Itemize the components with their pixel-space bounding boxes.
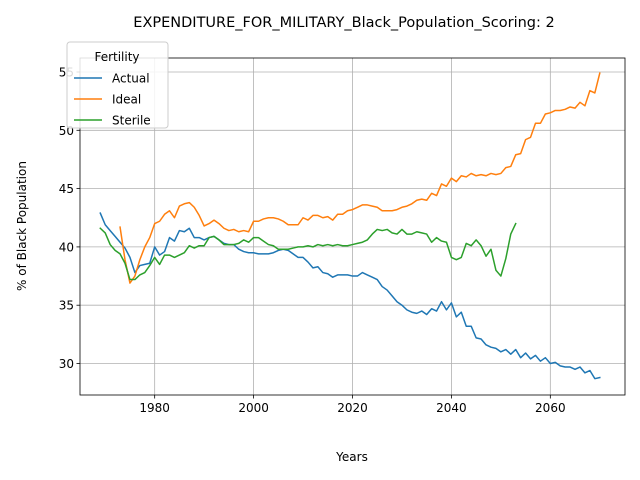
- series-lines: [100, 73, 600, 379]
- y-tick-label: 40: [59, 240, 74, 254]
- x-tick-label: 2000: [238, 401, 269, 415]
- legend: Fertility Actual Ideal Sterile: [67, 42, 168, 128]
- x-tick-label: 2020: [337, 401, 368, 415]
- y-axis-label: % of Black Population: [15, 161, 29, 291]
- x-tick-label: 2040: [436, 401, 467, 415]
- x-tick-label: 1980: [139, 401, 170, 415]
- legend-label-sterile: Sterile: [112, 114, 151, 128]
- x-axis-ticks: 1980 2000 2020 2040 2060: [139, 395, 565, 415]
- y-tick-label: 35: [59, 299, 74, 313]
- legend-title: Fertility: [94, 50, 139, 64]
- x-axis-label: Years: [335, 450, 368, 464]
- y-tick-label: 30: [59, 357, 74, 371]
- y-tick-label: 45: [59, 182, 74, 196]
- series-line-sterile: [100, 224, 515, 280]
- series-line-ideal: [120, 73, 600, 283]
- chart-title: EXPENDITURE_FOR_MILITARY_Black_Populatio…: [133, 15, 554, 31]
- legend-label-ideal: Ideal: [112, 93, 141, 107]
- series-line-actual: [100, 213, 600, 379]
- x-tick-label: 2060: [535, 401, 566, 415]
- legend-label-actual: Actual: [112, 72, 150, 86]
